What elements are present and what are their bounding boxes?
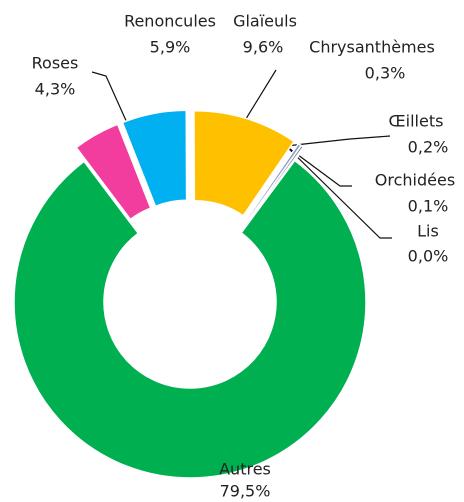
value-label: 0,2% [408, 138, 449, 157]
slice [121, 109, 188, 208]
slice-label: Chrysanthèmes [309, 38, 435, 57]
slice [75, 123, 152, 221]
slice-label: Œillets [389, 112, 444, 131]
value-label: 0,0% [408, 247, 449, 266]
value-label: 0,1% [408, 197, 449, 216]
slice-label: Lis [417, 222, 439, 241]
leader-line [91, 71, 129, 126]
leader-line [285, 145, 352, 187]
leader-lines [91, 69, 392, 239]
slice [13, 159, 367, 479]
slice-label: Renoncules [124, 12, 216, 31]
value-label: 9,6% [243, 38, 284, 57]
leader-line [285, 135, 391, 147]
slice-label: Orchidées [375, 171, 455, 190]
value-label: 4,3% [35, 80, 76, 99]
slice-label: Roses [32, 54, 79, 73]
slice-label: Autres [219, 460, 271, 479]
leader-line [243, 69, 277, 123]
leader-line [285, 145, 392, 239]
value-label: 79,5% [220, 482, 271, 501]
value-label: 5,9% [150, 38, 191, 57]
slice [193, 109, 296, 217]
slice-label: Glaïeuls [233, 12, 297, 31]
value-label: 0,3% [365, 64, 406, 83]
